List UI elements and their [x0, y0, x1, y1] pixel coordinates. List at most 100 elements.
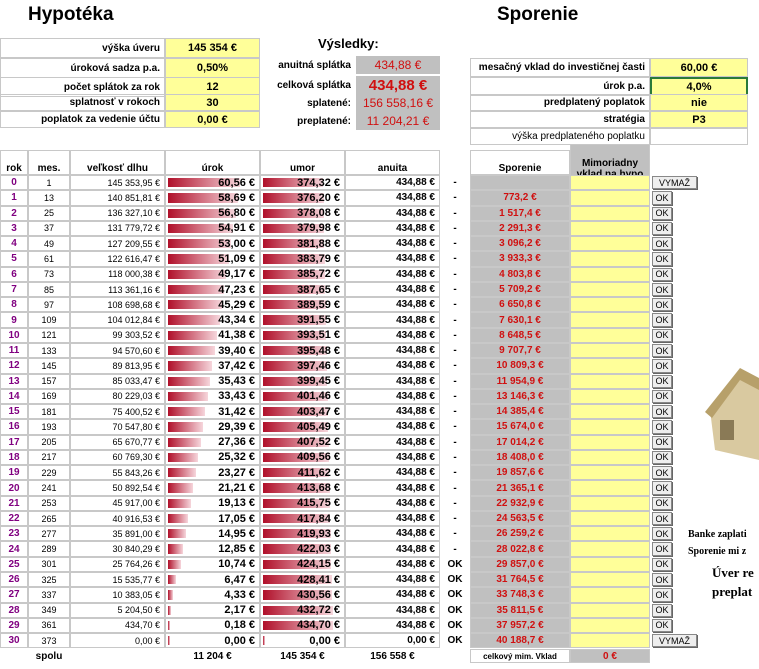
button[interactable]: OK — [652, 542, 672, 556]
savings: 10 809,3 € — [470, 358, 570, 374]
data-bar — [168, 468, 196, 478]
button[interactable]: OK — [652, 237, 672, 251]
cell-text: 51,09 € — [218, 252, 255, 265]
input-value — [650, 128, 748, 145]
interest: 23,27 € — [165, 465, 260, 481]
button[interactable]: OK — [652, 527, 672, 541]
button[interactable]: OK — [652, 298, 672, 312]
input-label: stratégia — [470, 111, 650, 128]
button[interactable]: OK — [652, 374, 672, 388]
debt: 15 535,77 € — [70, 572, 165, 588]
year: 14 — [0, 388, 28, 405]
button[interactable]: OK — [652, 435, 672, 449]
cell-text: 434,88 € — [396, 360, 435, 372]
savings: 2 291,3 € — [470, 220, 570, 237]
interest: 27,36 € — [165, 434, 260, 450]
cell-text: 24 563,5 € — [496, 513, 544, 525]
year: 27 — [0, 587, 28, 603]
data-bar — [168, 208, 236, 218]
savings: 9 707,7 € — [470, 342, 570, 359]
cell-text: - — [453, 284, 457, 295]
cell-text: 5 204,50 € — [117, 605, 160, 616]
button[interactable]: OK — [652, 603, 672, 617]
button[interactable]: OK — [652, 313, 672, 327]
button[interactable]: OK — [652, 450, 672, 465]
button[interactable]: OK — [652, 359, 672, 373]
status: - — [440, 389, 470, 404]
savings: 6 650,8 € — [470, 297, 570, 313]
cell-text: 4 — [11, 238, 17, 250]
savings: 26 259,2 € — [470, 526, 570, 542]
cell-text: 2 — [11, 207, 17, 219]
year: 15 — [0, 404, 28, 420]
status: - — [440, 435, 470, 450]
data-bar — [168, 407, 206, 417]
cell-text: - — [453, 177, 457, 189]
button[interactable]: OK — [652, 481, 672, 495]
cell-text: 26 — [8, 574, 20, 586]
button[interactable]: OK — [652, 389, 672, 404]
cell-text: 409,56 € — [297, 451, 340, 464]
side-text: Sporenie mi z — [688, 545, 747, 557]
interest: 25,32 € — [165, 449, 260, 466]
principal: 403,47 € — [260, 404, 345, 420]
cell-text: 5 709,2 € — [499, 284, 541, 295]
cell-text: 2,17 € — [224, 604, 255, 617]
result-label: splatené: — [307, 97, 351, 109]
extra-deposit — [570, 190, 650, 206]
button[interactable]: VYMAŽ — [652, 176, 697, 190]
annuity: 434,88 € — [345, 541, 440, 557]
side-text: Úver re — [712, 565, 754, 580]
button[interactable]: OK — [652, 252, 672, 266]
cell-text: 434,88 € — [396, 528, 435, 540]
button[interactable]: OK — [652, 267, 672, 281]
input-label: výška predplateného poplatku — [470, 128, 650, 145]
button[interactable]: OK — [652, 573, 672, 587]
cell-text: 432,72 € — [297, 604, 340, 617]
cell-text: 434,88 € — [396, 238, 435, 250]
month: 25 — [28, 205, 70, 221]
button[interactable]: OK — [652, 221, 672, 236]
status: - — [440, 312, 470, 327]
button[interactable]: OK — [652, 466, 672, 480]
month: 253 — [28, 495, 70, 511]
footer-value: 156 558 € — [370, 650, 415, 662]
cell-text: 35,43 € — [218, 375, 255, 388]
cell-text: 434,88 € — [396, 192, 435, 204]
cell-text: 17 — [8, 436, 20, 448]
button[interactable]: OK — [652, 328, 672, 342]
cell-text: 389,59 € — [297, 298, 340, 311]
button[interactable]: OK — [652, 206, 672, 220]
button[interactable]: OK — [652, 557, 672, 572]
button[interactable]: OK — [652, 618, 672, 633]
extra-deposit — [570, 281, 650, 298]
principal: 434,70 € — [260, 617, 345, 634]
status: OK — [440, 603, 470, 618]
button[interactable]: VYMAŽ — [652, 634, 697, 648]
button[interactable]: OK — [652, 420, 672, 434]
column-header: úrok — [165, 150, 260, 175]
button[interactable]: OK — [652, 496, 672, 510]
button[interactable]: OK — [652, 588, 672, 602]
cell-text: 17,05 € — [218, 512, 255, 525]
button[interactable]: OK — [652, 191, 672, 205]
savings: 35 811,5 € — [470, 602, 570, 618]
month: 337 — [28, 587, 70, 603]
cell-text: 301 — [41, 559, 57, 570]
input-label: úrok p.a. — [470, 77, 650, 96]
cell-text: 434,88 € — [396, 406, 435, 418]
column-header: anuita — [345, 150, 440, 175]
button[interactable]: OK — [652, 282, 672, 297]
button[interactable]: OK — [652, 343, 672, 358]
data-bar — [263, 330, 327, 340]
button[interactable]: OK — [652, 405, 672, 419]
column-header: Sporenie — [470, 150, 570, 175]
data-bar — [263, 605, 333, 615]
annuity: 434,88 € — [345, 388, 440, 405]
button[interactable]: OK — [652, 511, 672, 526]
year: 29 — [0, 617, 28, 634]
cell-text: - — [453, 436, 457, 448]
annuity: 434,88 € — [345, 449, 440, 466]
house-image — [705, 368, 759, 460]
cell-text: 434,88 € — [396, 268, 435, 280]
